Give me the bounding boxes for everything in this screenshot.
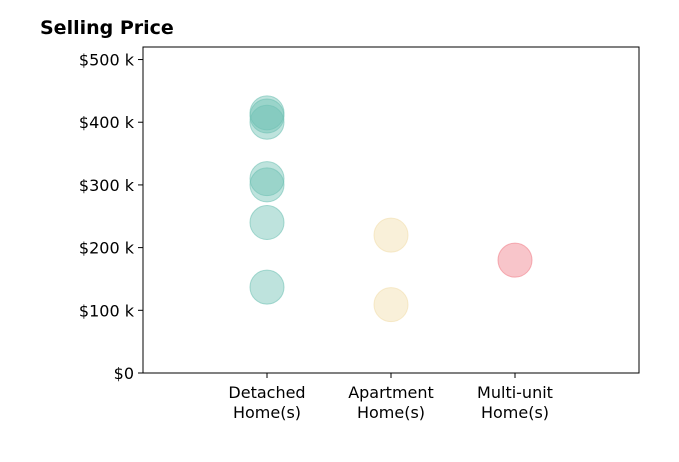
plot-frame xyxy=(142,46,640,374)
chart-title: Selling Price xyxy=(40,17,174,39)
y-axis: $0 $100 k $200 k $300 k $400 k $500 k xyxy=(79,51,143,383)
plot-area xyxy=(249,95,533,323)
x-tick-label: Apartment Home(s) xyxy=(348,383,434,422)
x-tick-label: Multi-unit Home(s) xyxy=(477,383,553,422)
x-axis: Detached Home(s)Apartment Home(s)Multi-uni… xyxy=(228,373,553,422)
data-point xyxy=(249,167,285,203)
data-point xyxy=(497,242,533,278)
data-point xyxy=(249,104,285,140)
x-tick-label-line: Home(s) xyxy=(233,403,301,422)
x-tick-label-line: Multi-unit xyxy=(477,383,553,402)
data-point xyxy=(249,269,285,305)
y-tick-label: $100 k xyxy=(79,301,135,320)
x-tick-label-line: Detached xyxy=(228,383,305,402)
data-point xyxy=(373,217,409,253)
x-tick-label-line: Home(s) xyxy=(481,403,549,422)
x-tick-label-line: Home(s) xyxy=(357,403,425,422)
y-tick-label: $0 xyxy=(114,364,134,383)
y-tick-label: $300 k xyxy=(79,176,135,195)
y-tick-label: $400 k xyxy=(79,113,135,132)
y-tick-label: $500 k xyxy=(79,51,135,70)
x-tick-label: Detached Home(s) xyxy=(228,383,305,422)
data-point xyxy=(373,287,409,323)
data-point xyxy=(249,205,285,241)
y-tick-label: $200 k xyxy=(79,239,135,258)
x-tick-label-line: Apartment xyxy=(348,383,434,402)
